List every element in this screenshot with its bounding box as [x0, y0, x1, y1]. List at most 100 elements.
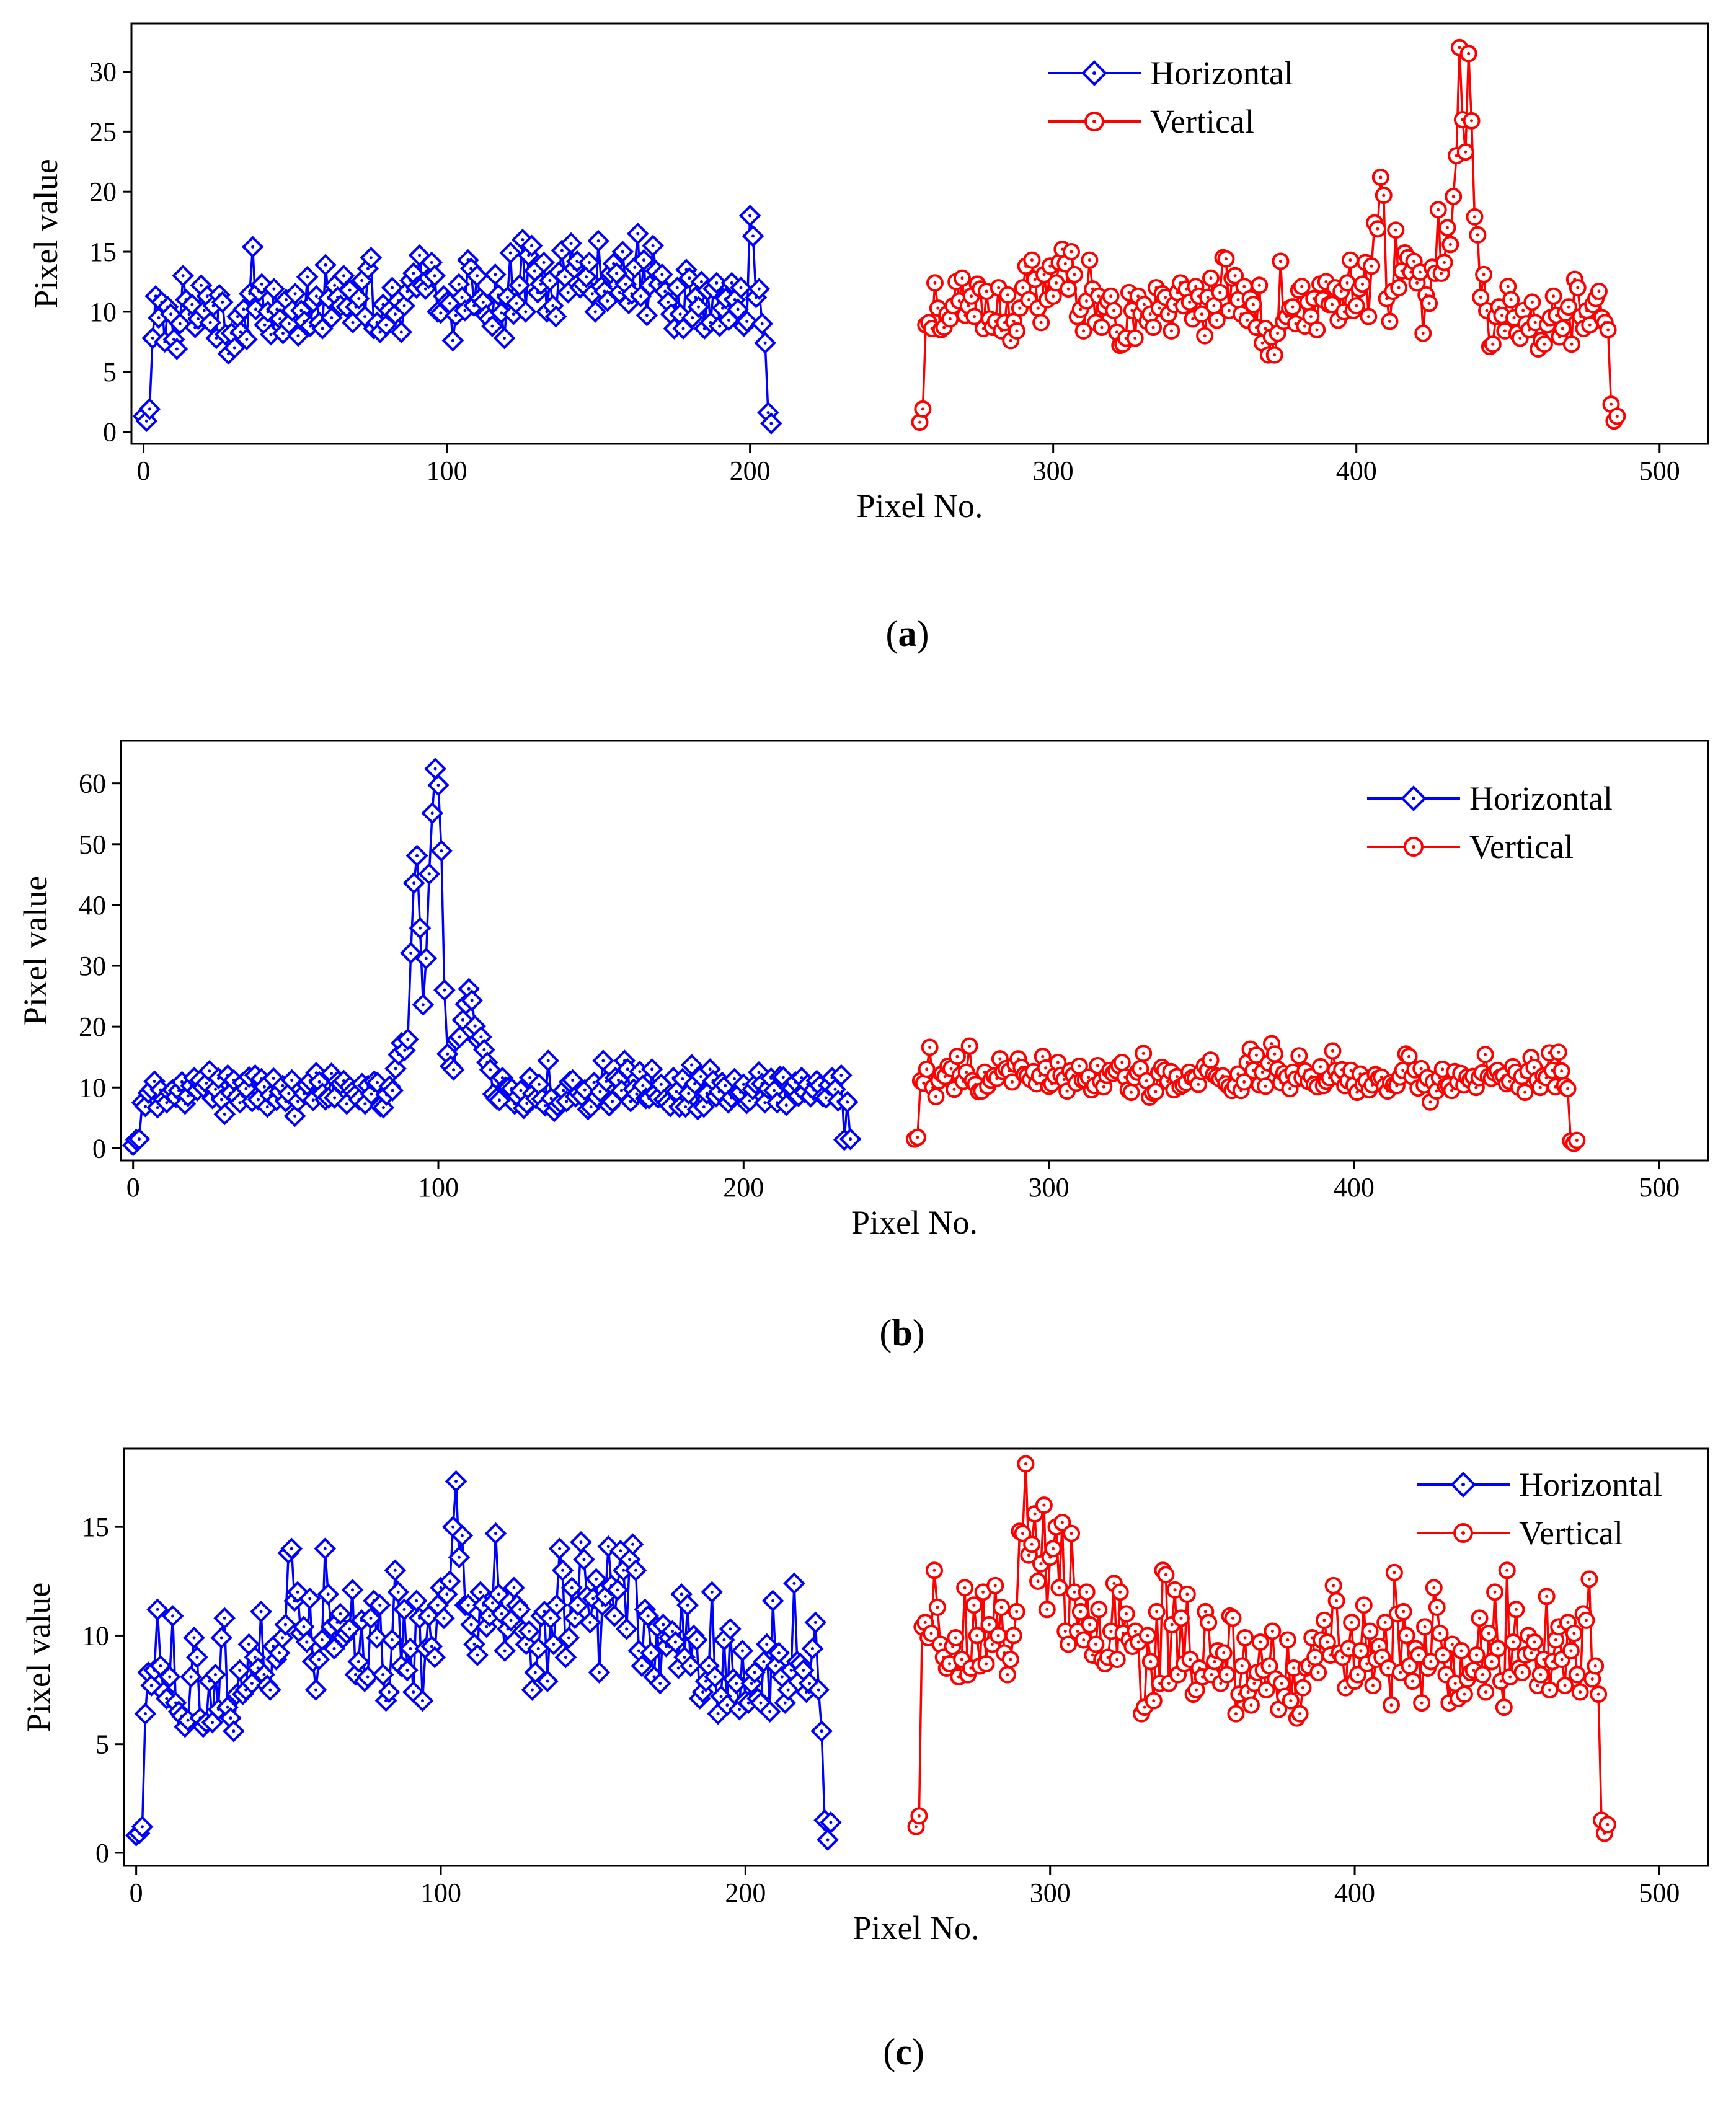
marker-dot [378, 1603, 382, 1607]
marker-dot [1115, 1658, 1119, 1661]
marker-dot [549, 1097, 553, 1100]
marker-dot [932, 1568, 936, 1572]
marker-dot [833, 1087, 837, 1091]
marker-dot [219, 1098, 223, 1102]
y-tick-label: 10 [89, 297, 117, 327]
marker-dot [1213, 1660, 1216, 1664]
marker-dot [1145, 1079, 1148, 1082]
panel-label: (a) [886, 613, 929, 654]
marker-dot [998, 1057, 1002, 1061]
marker-dot [624, 282, 627, 286]
marker-dot [948, 317, 952, 321]
marker-dot [1428, 1100, 1432, 1104]
marker-dot [736, 307, 740, 311]
marker-dot [472, 304, 476, 307]
marker-dot [333, 283, 337, 287]
marker-dot [954, 1636, 957, 1640]
marker-dot [1142, 303, 1146, 306]
marker-dot [1584, 1619, 1588, 1622]
marker-dot [1257, 283, 1261, 287]
marker-dot [1587, 1577, 1591, 1581]
marker-dot [1233, 274, 1237, 278]
marker-dot [1056, 1061, 1060, 1064]
marker-dot [348, 1627, 352, 1631]
marker-dot [476, 1653, 479, 1657]
marker-dot [733, 298, 737, 302]
marker-dot [505, 296, 509, 299]
y-tick-label: 20 [89, 177, 117, 207]
marker-dot [1057, 1586, 1061, 1589]
marker-dot [1435, 1089, 1438, 1093]
marker-dot [1136, 1640, 1140, 1644]
marker-dot [1438, 1632, 1442, 1635]
marker-dot [1512, 316, 1516, 320]
marker-dot [366, 267, 370, 270]
marker-dot [657, 282, 661, 286]
marker-dot [1169, 329, 1173, 333]
marker-dot [236, 315, 239, 319]
marker-dot [1218, 291, 1222, 294]
marker-dot [621, 250, 624, 254]
marker-dot [1231, 1616, 1234, 1620]
marker-dot [1572, 1632, 1576, 1635]
marker-dot [963, 1586, 967, 1589]
series-vertical [906, 1035, 1586, 1152]
marker-dot [1096, 1064, 1099, 1067]
marker-dot [299, 309, 303, 312]
marker-dot [1476, 233, 1479, 237]
marker-dot [244, 1688, 248, 1692]
marker-dot [415, 854, 419, 857]
marker-dot [774, 1664, 777, 1668]
marker-dot [695, 1638, 699, 1641]
marker-dot [1260, 1071, 1264, 1074]
marker-dot [1339, 289, 1343, 293]
marker-dot [1579, 1690, 1582, 1694]
marker-dot [922, 1081, 926, 1085]
marker-dot [405, 289, 409, 293]
marker-dot [190, 303, 194, 306]
marker-dot [1301, 1686, 1305, 1690]
marker-dot [1133, 1629, 1137, 1633]
marker-dot [939, 1642, 942, 1646]
marker-dot [1360, 282, 1364, 286]
marker-dot [613, 1614, 616, 1618]
marker-dot [1423, 1625, 1427, 1628]
marker-dot [308, 1597, 312, 1601]
marker-dot [1319, 1065, 1322, 1069]
marker-dot [1442, 1653, 1445, 1657]
marker-dot [676, 1666, 680, 1670]
marker-dot [1191, 317, 1195, 321]
panel-label-open-paren: ( [879, 1312, 892, 1353]
marker-dot [1065, 1089, 1069, 1093]
marker-dot [981, 1590, 985, 1594]
marker-dot [1382, 193, 1386, 197]
marker-dot [1484, 1053, 1487, 1056]
marker-dot [1340, 1656, 1344, 1659]
marker-dot [375, 1636, 379, 1640]
marker-dot [171, 1614, 175, 1618]
marker-dot [1042, 1503, 1046, 1507]
marker-dot [260, 282, 264, 286]
marker-dot [302, 1625, 306, 1628]
marker-dot [396, 1590, 400, 1594]
marker-dot [178, 322, 182, 325]
marker-dot [1388, 319, 1392, 323]
marker-dot [1335, 1599, 1339, 1602]
marker-dot [1362, 1603, 1366, 1607]
marker-dot [1133, 337, 1137, 340]
marker-dot [314, 1688, 318, 1692]
marker-dot [1350, 1620, 1353, 1624]
marker-dot [430, 811, 434, 815]
marker-dot [587, 260, 591, 264]
marker-dot [970, 294, 973, 298]
marker-dot [1445, 226, 1449, 229]
marker-dot [1508, 1079, 1512, 1083]
marker-dot [1273, 1052, 1277, 1056]
marker-dot [223, 1616, 226, 1620]
marker-dot [1060, 1521, 1064, 1524]
marker-dot [1530, 1651, 1533, 1654]
marker-dot [1170, 1623, 1174, 1627]
marker-dot [1538, 1085, 1542, 1089]
legend-label-vertical: Vertical [1519, 1514, 1623, 1552]
marker-dot [1066, 287, 1070, 291]
